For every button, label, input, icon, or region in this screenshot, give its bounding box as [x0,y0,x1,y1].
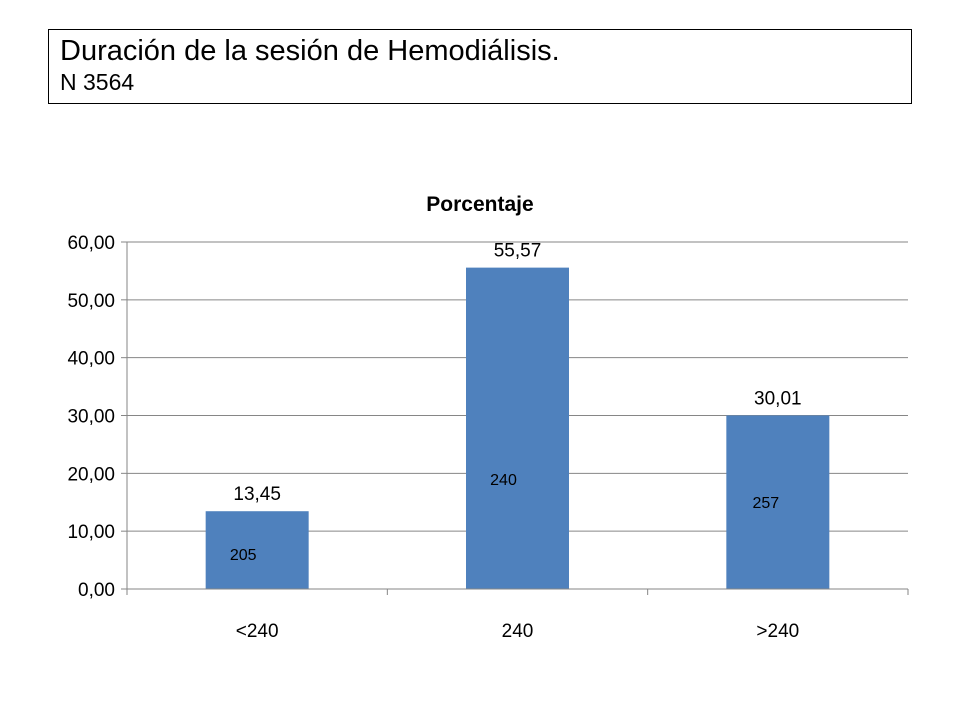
inner-label: 240 [490,472,517,489]
slide-subtitle: N 3564 [60,69,135,95]
y-tick-label: 0,00 [78,580,115,601]
data-label: 30,01 [754,388,802,409]
bar [726,415,830,589]
x-category-label: <240 [236,621,279,642]
inner-label: 257 [752,495,779,512]
data-label: 13,45 [233,484,281,505]
y-tick-label: 60,00 [67,233,115,254]
inner-label: 205 [230,547,257,564]
y-tick-label: 40,00 [67,349,115,370]
y-tick-label: 50,00 [67,291,115,312]
axis-layer: 0,00 10,00 20,00 30,00 40,00 50,00 60,00 [67,233,909,601]
label-layer: 13,45 205 <240 55,57 240 240 30,01 257 >240 [230,241,802,642]
x-category-label: 240 [502,621,534,642]
bar [466,267,569,589]
x-category-label: >240 [756,621,799,642]
y-tick-label: 20,00 [67,464,115,485]
bar [205,511,309,589]
chart-title: Porcentaje [426,193,533,216]
bar-layer [205,267,830,589]
title-box: Duración de la sesión de Hemodiálisis. N… [48,29,912,104]
y-tick-label: 30,00 [67,407,115,428]
slide-title: Duración de la sesión de Hemodiálisis. [60,35,560,67]
data-label: 55,57 [494,241,542,262]
y-tick-label: 10,00 [67,522,115,543]
